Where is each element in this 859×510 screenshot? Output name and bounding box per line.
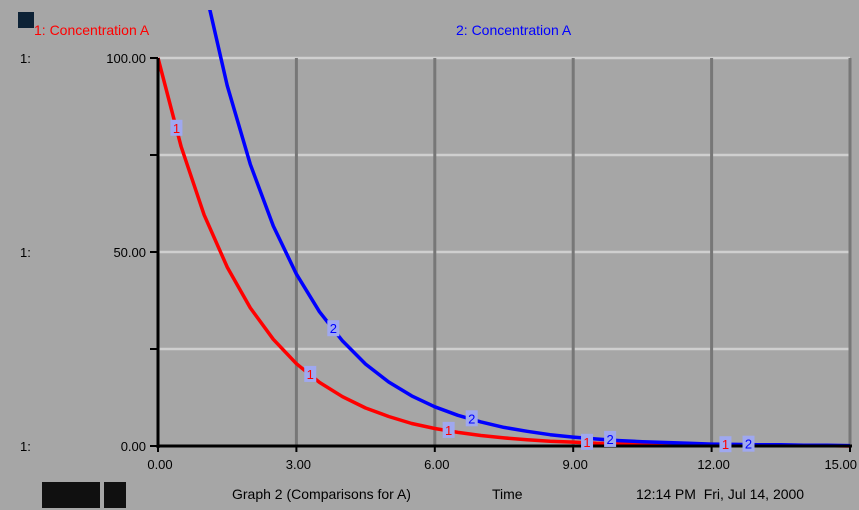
series-marker-label-1: 1: [722, 437, 729, 452]
x-tick-label: 12.00: [697, 457, 730, 472]
x-tick-label: 15.00: [824, 457, 857, 472]
series-marker-label-2: 2: [606, 432, 613, 447]
page-thumbnail-1-icon[interactable]: [42, 482, 64, 508]
y-tick-label: 50.00: [113, 245, 146, 260]
y-tick-label: 100.00: [106, 51, 146, 66]
x-axis-label: Time: [492, 486, 523, 502]
x-tick-label: 6.00: [424, 457, 449, 472]
series-marker-1: [170, 119, 183, 136]
series-marker-2: [604, 430, 617, 447]
series-marker-label-1: 1: [445, 423, 452, 438]
axes: [150, 57, 852, 452]
series-marker-1: [442, 421, 455, 438]
series-marker-1: [581, 433, 594, 450]
x-tick-label: 9.00: [563, 457, 588, 472]
series-marker-2: [327, 320, 340, 337]
series-marker-1: [719, 436, 732, 453]
page-thumbnail-3-icon[interactable]: [104, 482, 126, 508]
page-thumbnail-2-icon[interactable]: [64, 482, 100, 508]
legend-series-1[interactable]: 1: Concentration A: [34, 22, 150, 38]
y-tick-label: 0.00: [121, 439, 146, 454]
series-marker-label-2: 2: [468, 411, 475, 426]
x-tick-label: 0.00: [147, 457, 172, 472]
y-tick-prefix: 1:: [20, 245, 31, 260]
y-tick-prefix: 1:: [20, 439, 31, 454]
tick-labels: 1: 100.00 1: 50.00 1: 0.000.00 3.00 6.00 9.00 12.…: [20, 51, 857, 472]
series-marker-label-2: 2: [330, 321, 337, 336]
series-marker-2: [465, 410, 478, 427]
x-tick-label: 3.00: [286, 457, 311, 472]
series-marker-2: [742, 435, 755, 452]
series-marker-label-2: 2: [745, 437, 752, 452]
series-line-2: [208, 10, 851, 448]
timestamp: 12:14 PM Fri, Jul 14, 2000: [636, 486, 804, 502]
legend-series-2[interactable]: 2: Concentration A: [456, 22, 572, 38]
graph-pad-icon[interactable]: [18, 12, 34, 28]
series-marker-label-1: 1: [173, 121, 180, 136]
grid: [158, 56, 852, 446]
series-lines: [156, 10, 851, 448]
series-markers: 1 1 1 1 1 2 2 2 2: [170, 119, 755, 453]
graph-title: Graph 2 (Comparisons for A): [232, 486, 411, 502]
series-marker-1: [304, 365, 317, 382]
series-marker-label-1: 1: [583, 435, 590, 450]
series-marker-label-1: 1: [307, 367, 314, 382]
y-tick-prefix: 1:: [20, 51, 31, 66]
